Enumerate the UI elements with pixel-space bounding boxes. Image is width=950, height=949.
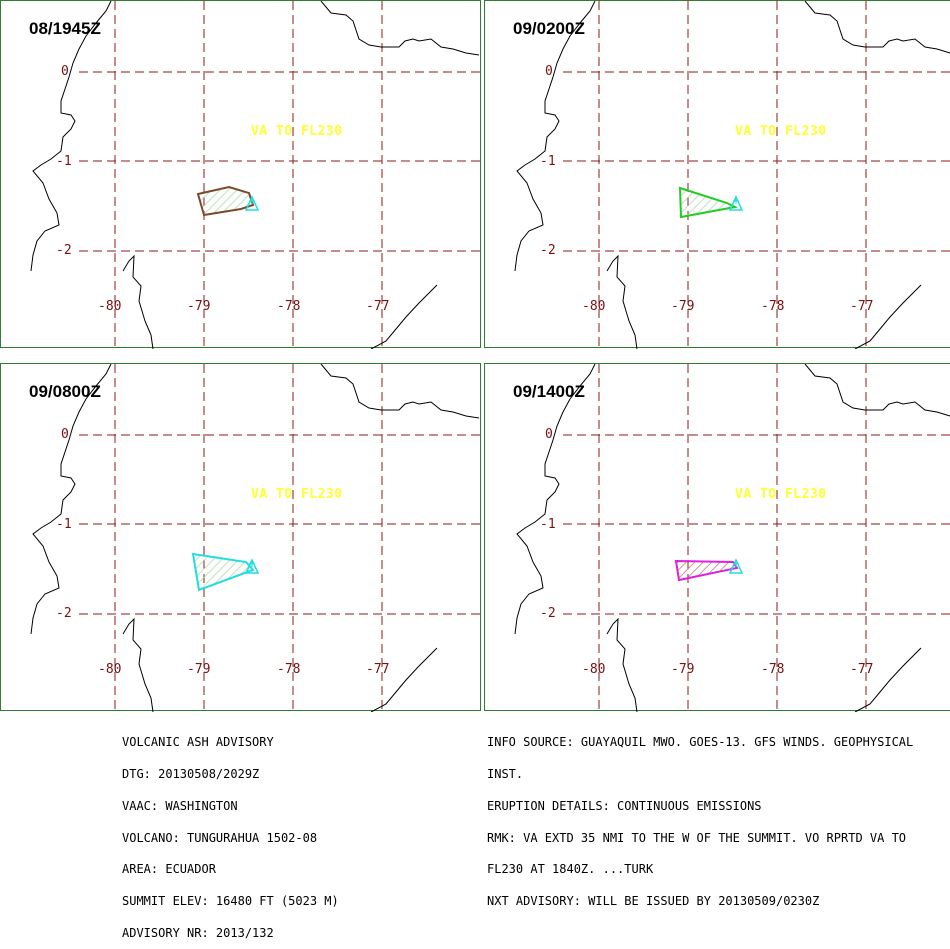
lon-tick-77: -77 bbox=[366, 662, 390, 677]
volcano-summit-mark bbox=[733, 198, 739, 204]
advisory-header-block: VOLCANIC ASH ADVISORY DTG: 20130508/2029… bbox=[122, 716, 339, 949]
ash-cloud-polygon bbox=[674, 559, 739, 582]
coastline bbox=[854, 647, 922, 712]
map-panel-1: 08/1945Z VA TO FL230 0 -1 -2 -80 -79 -78… bbox=[0, 0, 482, 349]
volcano-summit-mark bbox=[249, 198, 255, 204]
advisory-line: INFO SOURCE: GUAYAQUIL MWO. GOES-13. GFS… bbox=[487, 735, 914, 750]
map-canvas-2 bbox=[514, 1, 950, 349]
lat-tick-2: -2 bbox=[540, 606, 556, 621]
coastline bbox=[30, 1, 112, 272]
volcano-icon bbox=[728, 558, 744, 574]
volcanic-ash-level-label: VA TO FL230 bbox=[735, 124, 827, 139]
advisory-line: VOLCANO: TUNGURAHUA 1502-08 bbox=[122, 830, 318, 845]
panel-time-label: 08/1945Z bbox=[29, 19, 101, 38]
coastline bbox=[606, 617, 638, 712]
map-panel-4: 09/1400Z VA TO FL230 0 -1 -2 -80 -79 -78… bbox=[484, 363, 950, 712]
lon-tick-78: -78 bbox=[277, 662, 301, 677]
lat-tick-2: -2 bbox=[56, 243, 72, 258]
advisory-line: AREA: ECUADOR bbox=[122, 862, 216, 877]
ash-cloud-polygon bbox=[196, 185, 255, 217]
advisory-line: DTG: 20130508/2029Z bbox=[122, 766, 260, 781]
advisory-line: ADVISORY NR: 2013/132 bbox=[122, 925, 274, 940]
ash-cloud-polygon bbox=[191, 552, 255, 592]
volcano-summit-mark bbox=[249, 561, 255, 567]
lon-tick-79: -79 bbox=[187, 662, 211, 677]
coastline bbox=[514, 364, 596, 635]
coastline bbox=[804, 1, 950, 54]
panel-time-label: 09/0800Z bbox=[29, 382, 101, 401]
lon-tick-78: -78 bbox=[761, 299, 785, 314]
advisory-line: RMK: VA EXTD 35 NMI TO THE W OF THE SUMM… bbox=[487, 830, 907, 845]
lon-tick-77: -77 bbox=[366, 299, 390, 314]
lat-tick-1: -1 bbox=[540, 517, 556, 532]
volcano-icon bbox=[244, 195, 260, 211]
advisory-line: SUMMIT ELEV: 16480 FT (5023 M) bbox=[122, 894, 339, 909]
map-panel-2: 09/0200Z VA TO FL230 0 -1 -2 -80 -79 -78… bbox=[484, 0, 950, 349]
coastline bbox=[370, 284, 438, 349]
lat-tick-0: 0 bbox=[545, 427, 553, 442]
volcano-icon bbox=[728, 195, 744, 211]
lon-tick-77: -77 bbox=[850, 299, 874, 314]
lon-tick-78: -78 bbox=[761, 662, 785, 677]
coastline bbox=[320, 1, 480, 56]
lon-tick-80: -80 bbox=[582, 662, 606, 677]
lat-tick-2: -2 bbox=[540, 243, 556, 258]
map-panel-3: 09/0800Z VA TO FL230 0 -1 -2 -80 -79 -78… bbox=[0, 363, 482, 712]
volcano-summit-mark bbox=[733, 561, 739, 567]
map-canvas-3 bbox=[30, 364, 482, 712]
volcanic-ash-level-label: VA TO FL230 bbox=[251, 487, 343, 502]
coastline bbox=[804, 364, 950, 417]
coastline bbox=[122, 617, 154, 712]
advisory-line: VAAC: WASHINGTON bbox=[122, 798, 238, 813]
lon-tick-80: -80 bbox=[98, 662, 122, 677]
lon-tick-79: -79 bbox=[187, 299, 211, 314]
map-canvas-4 bbox=[514, 364, 950, 712]
lon-tick-79: -79 bbox=[671, 662, 695, 677]
lon-tick-79: -79 bbox=[671, 299, 695, 314]
ash-cloud-polygon bbox=[678, 186, 739, 219]
map-canvas-1 bbox=[30, 1, 482, 349]
coastline bbox=[320, 364, 480, 419]
advisory-line: NXT ADVISORY: WILL BE ISSUED BY 20130509… bbox=[487, 894, 820, 909]
coastline bbox=[854, 284, 922, 349]
lon-tick-78: -78 bbox=[277, 299, 301, 314]
panel-time-label: 09/1400Z bbox=[513, 382, 585, 401]
advisory-line: VOLCANIC ASH ADVISORY bbox=[122, 735, 274, 750]
volcanic-ash-level-label: VA TO FL230 bbox=[251, 124, 343, 139]
advisory-details-block: INFO SOURCE: GUAYAQUIL MWO. GOES-13. GFS… bbox=[487, 716, 913, 917]
coastline bbox=[606, 254, 638, 349]
coastline bbox=[122, 254, 154, 349]
coastline bbox=[514, 1, 596, 272]
coastline bbox=[370, 647, 438, 712]
lat-tick-1: -1 bbox=[56, 154, 72, 169]
lon-tick-80: -80 bbox=[582, 299, 606, 314]
lon-tick-77: -77 bbox=[850, 662, 874, 677]
panel-time-label: 09/0200Z bbox=[513, 19, 585, 38]
lat-tick-0: 0 bbox=[61, 427, 69, 442]
lat-tick-2: -2 bbox=[56, 606, 72, 621]
volcano-icon bbox=[244, 558, 260, 574]
advisory-line: FL230 AT 1840Z. ...TURK bbox=[487, 862, 654, 877]
lat-tick-1: -1 bbox=[540, 154, 556, 169]
advisory-line: ERUPTION DETAILS: CONTINUOUS EMISSIONS bbox=[487, 798, 762, 813]
lat-tick-0: 0 bbox=[61, 64, 69, 79]
volcanic-ash-level-label: VA TO FL230 bbox=[735, 487, 827, 502]
lat-tick-1: -1 bbox=[56, 517, 72, 532]
lon-tick-80: -80 bbox=[98, 299, 122, 314]
coastline bbox=[30, 364, 112, 635]
advisory-line: INST. bbox=[487, 766, 524, 781]
lat-tick-0: 0 bbox=[545, 64, 553, 79]
